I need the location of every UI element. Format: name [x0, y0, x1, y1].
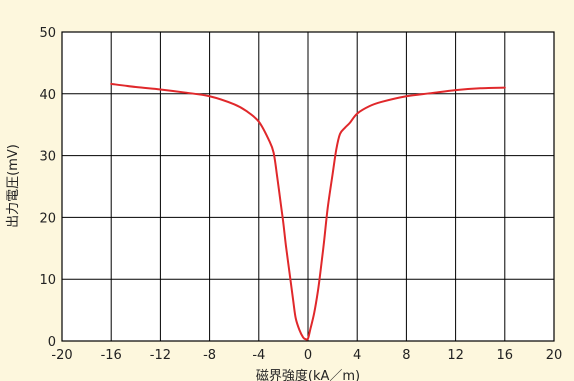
x-tick-labels: -20 -16 -12 -8 -4 0 4 8 12 16 20: [51, 348, 562, 363]
y-tick-label: 20: [39, 211, 56, 226]
x-tick-label: 16: [497, 348, 514, 363]
x-tick-label: -8: [203, 348, 216, 363]
y-tick-label: 0: [48, 335, 56, 350]
x-tick-label: 0: [304, 348, 312, 363]
x-tick-label: -12: [150, 348, 171, 363]
y-axis-title: 出力電圧(mV): [6, 144, 21, 228]
x-tick-label: 20: [546, 348, 563, 363]
y-tick-label: 30: [39, 150, 56, 165]
grid: [62, 32, 554, 341]
y-tick-label: 50: [39, 26, 56, 41]
y-tick-label: 10: [39, 273, 56, 288]
series-line: [110, 82, 506, 341]
x-tick-label: -20: [51, 348, 72, 363]
x-tick-label: 8: [402, 348, 410, 363]
y-tick-label: 40: [39, 88, 56, 103]
x-tick-label: -16: [101, 348, 122, 363]
x-tick-label: 12: [447, 348, 464, 363]
x-tick-label: 4: [353, 348, 361, 363]
x-tick-label: -4: [252, 348, 265, 363]
y-tick-labels: 0 10 20 30 40 50: [39, 26, 56, 350]
x-axis-title: 磁界強度(kA／m): [256, 368, 360, 381]
